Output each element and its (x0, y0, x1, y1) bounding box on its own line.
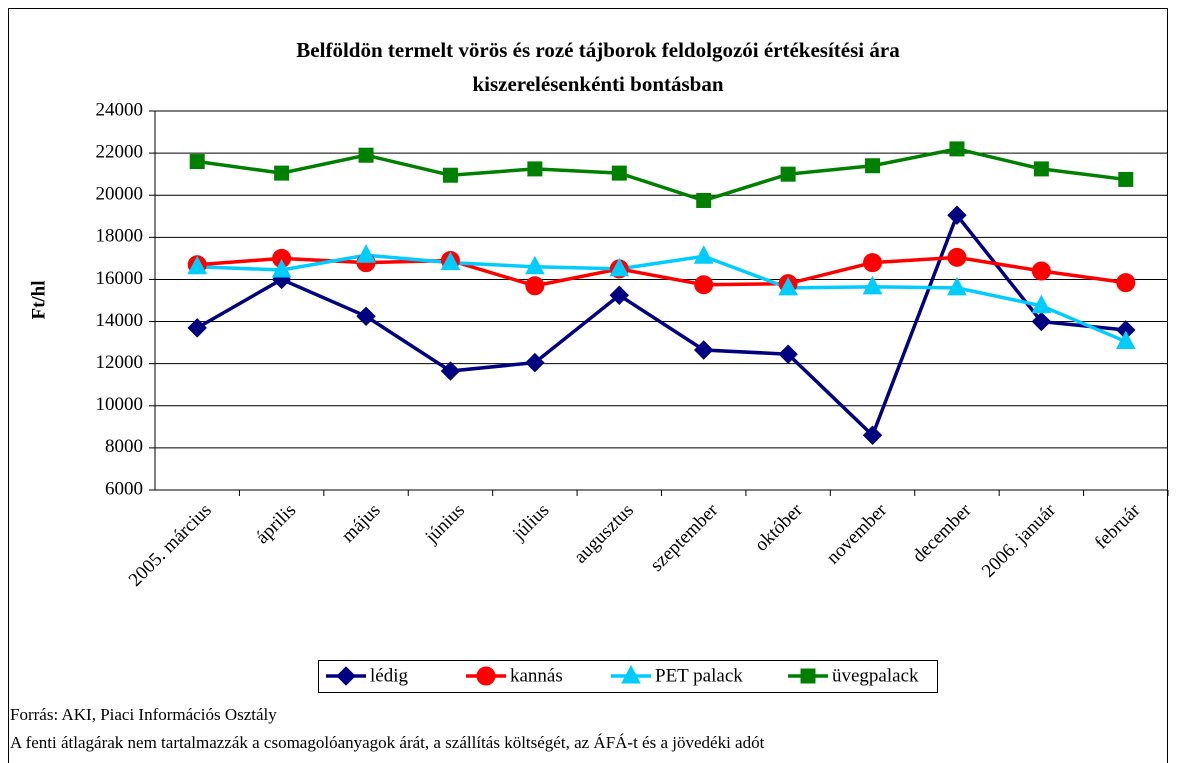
x-tick-label: október (751, 499, 807, 555)
data-point (274, 165, 290, 181)
legend-label: PET palack (655, 665, 743, 686)
data-point (525, 276, 545, 296)
data-point (947, 276, 967, 296)
y-tick-label: 6000 (105, 478, 143, 499)
legend-label: üvegpalack (832, 665, 919, 686)
x-tick-label: augusztus (570, 500, 638, 568)
y-tick-label: 22000 (96, 141, 144, 162)
data-point (1115, 330, 1136, 350)
data-point (693, 245, 714, 264)
data-point (187, 255, 208, 275)
data-point (1116, 273, 1136, 293)
y-tick-label: 16000 (96, 268, 144, 289)
data-point (1031, 294, 1052, 314)
data-point (778, 344, 798, 364)
data-point (187, 318, 207, 338)
chart-title: kiszerelésenkénti bontásban (472, 72, 723, 96)
data-point (780, 166, 796, 182)
data-point (271, 258, 292, 278)
x-tick-label: április (252, 500, 300, 548)
data-point (1031, 261, 1051, 281)
data-point (358, 147, 374, 163)
data-point (694, 275, 714, 295)
x-tick-label: május (338, 500, 385, 547)
y-tick-label: 18000 (96, 226, 144, 247)
x-tick-label: február (1091, 499, 1145, 553)
y-axis-label: Ft/hl (28, 280, 49, 319)
data-point (778, 276, 798, 296)
data-point (527, 161, 543, 177)
data-point (1033, 161, 1049, 177)
y-tick-label: 8000 (105, 436, 143, 457)
data-point (525, 255, 545, 275)
data-point (356, 244, 376, 263)
legend-label: kannás (510, 665, 563, 686)
data-point (525, 352, 545, 373)
x-tick-label: szeptember (646, 499, 722, 575)
frame (8, 8, 1168, 763)
legend-marker (621, 664, 641, 684)
x-tick-label: július (508, 500, 553, 545)
chart-title: Belföldön termelt vörös és rozé tájborok… (296, 38, 900, 62)
data-point (609, 285, 629, 305)
x-tick-label: június (421, 500, 469, 548)
y-tick-label: 10000 (96, 394, 144, 415)
y-tick-label: 20000 (96, 184, 144, 205)
data-point (611, 165, 627, 181)
y-tick-label: 12000 (96, 352, 144, 373)
legend-label: lédig (370, 665, 408, 686)
x-tick-label: november (823, 499, 892, 568)
data-point (863, 253, 883, 273)
data-point (947, 247, 967, 267)
x-tick-label: december (909, 499, 977, 567)
data-point (694, 340, 714, 360)
data-point (1031, 311, 1052, 332)
x-tick-label: 2005. március (125, 500, 216, 591)
data-point (440, 361, 461, 381)
data-point (609, 257, 630, 277)
data-point (356, 306, 376, 326)
data-point (949, 141, 965, 157)
data-point (947, 205, 967, 225)
data-point (1118, 171, 1134, 187)
data-point (696, 192, 712, 208)
data-point (440, 251, 461, 271)
data-point (189, 154, 205, 170)
y-tick-label: 24000 (96, 99, 144, 120)
note: A fenti átlagárak nem tartalmazzák a cso… (10, 733, 765, 752)
series-line (197, 255, 1127, 288)
y-tick-label: 14000 (96, 310, 144, 331)
legend-marker (336, 666, 356, 686)
data-point (865, 158, 881, 174)
note: Forrás: AKI, Piaci Információs Osztály (10, 705, 277, 724)
data-point (862, 275, 883, 295)
series-line (196, 211, 1126, 439)
series-line (196, 147, 1127, 203)
legend-marker (800, 668, 816, 684)
data-point (442, 167, 458, 183)
legend-marker (476, 666, 496, 686)
x-tick-label: 2006. január (978, 499, 1060, 581)
data-point (862, 425, 883, 445)
series-line (197, 253, 1127, 344)
